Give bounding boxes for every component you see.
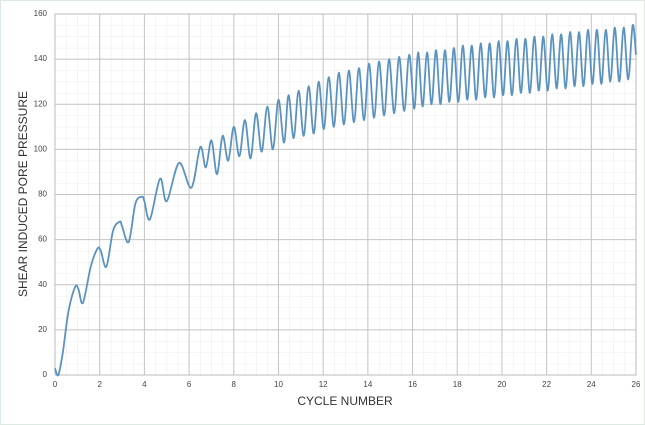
x-tick-label: 0 (53, 380, 58, 389)
x-tick-label: 26 (632, 380, 641, 389)
y-tick-label: 40 (38, 280, 47, 289)
x-axis-title: CYCLE NUMBER (297, 394, 393, 408)
y-axis-title: SHEAR INDUCED PORE PRESSURE (16, 91, 30, 297)
y-tick-label: 80 (38, 190, 47, 199)
x-tick-label: 14 (363, 380, 372, 389)
x-tick-label: 16 (408, 380, 417, 389)
y-tick-label: 140 (34, 54, 48, 63)
y-tick-label: 100 (34, 144, 48, 153)
y-tick-label: 20 (38, 325, 47, 334)
x-tick-label: 22 (542, 380, 551, 389)
x-tick-label: 20 (497, 380, 506, 389)
x-tick-label: 6 (187, 380, 192, 389)
y-tick-label: 0 (43, 370, 48, 379)
data-line (54, 24, 637, 377)
x-tick-label: 18 (453, 380, 462, 389)
x-tick-label: 2 (97, 380, 102, 389)
y-tick-label: 160 (34, 9, 48, 18)
x-tick-label: 4 (142, 380, 147, 389)
y-tick-label: 60 (38, 235, 47, 244)
x-tick-label: 8 (232, 380, 237, 389)
plot-border (54, 13, 637, 376)
y-tick-label: 120 (34, 99, 48, 108)
x-tick-label: 10 (274, 380, 283, 389)
x-tick-label: 12 (319, 380, 328, 389)
x-tick-label: 24 (587, 380, 596, 389)
